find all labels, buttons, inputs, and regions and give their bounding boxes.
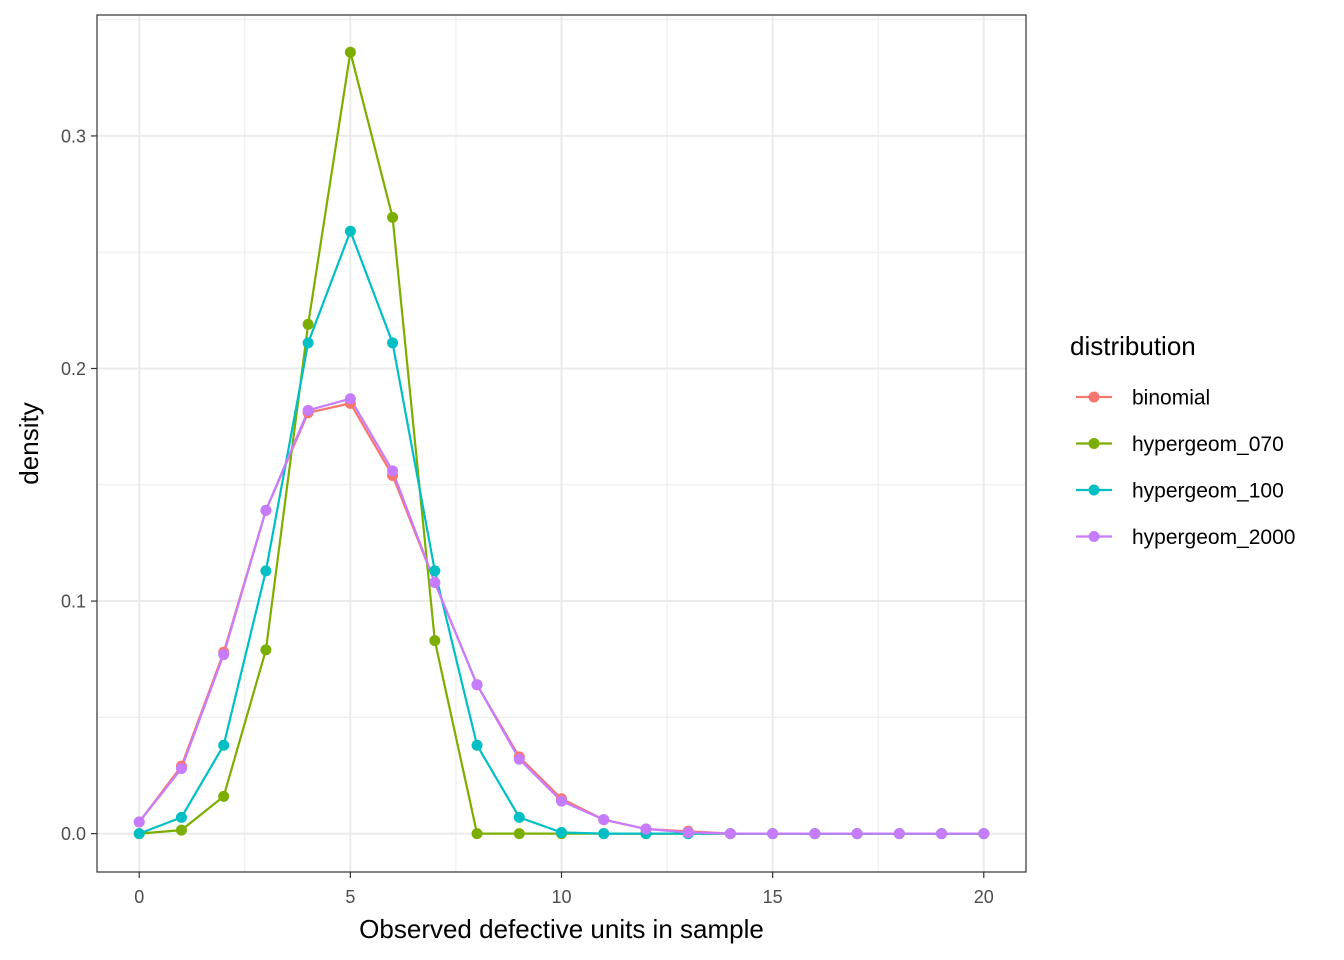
data-point-hypergeom_2000	[809, 828, 821, 840]
legend: binomial hypergeom_070 hypergeom_100hyperg…	[1076, 387, 1295, 549]
data-point-hypergeom_2000	[471, 679, 483, 691]
y-tick-label: 0.2	[61, 359, 86, 379]
x-axis-title: Observed defective units in sample	[359, 914, 764, 944]
data-point-hypergeom_100	[175, 811, 187, 823]
data-point-hypergeom_100	[302, 337, 314, 349]
legend-label: hypergeom_2000	[1132, 526, 1295, 549]
y-tick-label: 0.3	[61, 126, 86, 146]
legend-label: hypergeom_070	[1132, 433, 1284, 456]
data-point-hypergeom_100	[344, 225, 356, 237]
data-point-hypergeom_2000	[851, 828, 863, 840]
data-point-hypergeom_070	[218, 790, 230, 802]
legend-key-point	[1088, 438, 1100, 449]
x-tick-label: 15	[763, 887, 783, 907]
data-point-hypergeom_2000	[218, 649, 230, 661]
data-point-hypergeom_2000	[260, 504, 272, 516]
data-point-hypergeom_2000	[893, 828, 905, 840]
data-point-hypergeom_2000	[387, 465, 399, 477]
data-point-hypergeom_100	[387, 337, 399, 349]
data-point-hypergeom_070	[387, 211, 399, 223]
x-tick-label: 10	[551, 887, 571, 907]
data-point-hypergeom_2000	[640, 823, 652, 835]
data-point-hypergeom_100	[218, 739, 230, 751]
data-point-hypergeom_100	[429, 565, 441, 577]
legend-title: distribution	[1070, 331, 1196, 361]
data-point-hypergeom_100	[133, 828, 145, 840]
data-point-hypergeom_100	[556, 826, 567, 838]
data-point-hypergeom_070	[513, 828, 525, 840]
data-point-hypergeom_070	[302, 318, 314, 330]
x-tick-label: 20	[974, 887, 994, 907]
data-point-hypergeom_070	[471, 828, 483, 840]
data-point-hypergeom_2000	[133, 816, 145, 828]
data-point-hypergeom_2000	[344, 393, 356, 405]
data-point-hypergeom_2000	[598, 814, 610, 826]
data-point-hypergeom_2000	[556, 795, 567, 807]
data-point-hypergeom_2000	[302, 404, 314, 416]
data-point-hypergeom_2000	[767, 828, 779, 840]
data-point-hypergeom_070	[429, 635, 441, 647]
data-series	[133, 46, 990, 840]
data-point-hypergeom_2000	[978, 828, 990, 840]
legend-key-point	[1088, 531, 1100, 542]
data-point-hypergeom_100	[471, 739, 483, 751]
legend-label: hypergeom_100	[1132, 480, 1284, 503]
y-tick-label: 0.1	[61, 592, 86, 612]
data-point-hypergeom_2000	[936, 828, 948, 840]
data-point-hypergeom_2000	[724, 828, 736, 840]
data-point-hypergeom_070	[175, 824, 187, 836]
data-point-hypergeom_100	[513, 811, 525, 823]
legend-key-point	[1088, 391, 1100, 403]
data-point-hypergeom_2000	[682, 826, 694, 838]
data-point-hypergeom_2000	[175, 763, 187, 775]
data-point-hypergeom_100	[598, 828, 610, 840]
data-point-hypergeom_100	[260, 565, 272, 577]
legend-label: binomial	[1132, 387, 1210, 410]
y-axis-title: density	[14, 402, 44, 484]
data-point-hypergeom_2000	[429, 576, 441, 588]
x-tick-label: 5	[345, 887, 355, 907]
axes: 0 5 10 15 20 0.0 0.1 0.2 0.3	[61, 126, 994, 907]
data-point-hypergeom_070	[344, 46, 356, 58]
data-point-hypergeom_070	[260, 644, 272, 656]
legend-key-point	[1088, 484, 1100, 496]
data-point-hypergeom_2000	[513, 753, 525, 765]
y-tick-label: 0.0	[61, 824, 86, 844]
x-tick-label: 0	[134, 887, 144, 907]
